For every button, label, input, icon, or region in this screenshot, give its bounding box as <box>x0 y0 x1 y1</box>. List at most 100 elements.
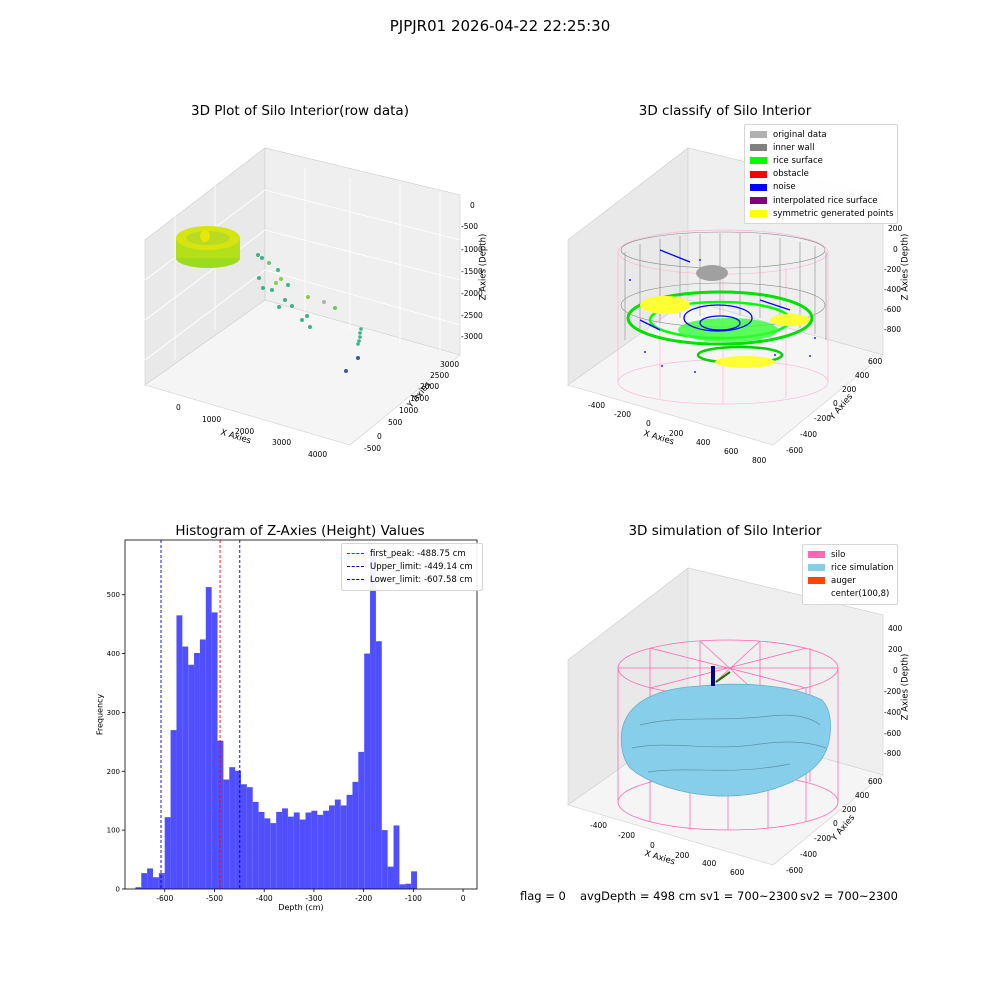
histogram-title: Histogram of Z-Axies (Height) Values <box>175 523 425 539</box>
histogram-bar <box>381 830 388 889</box>
simulation-rice-surface <box>620 683 831 797</box>
classify-xtick: -400 <box>588 401 606 410</box>
interpolated-swatch <box>750 197 767 205</box>
y-tick-label: 100 <box>107 827 120 835</box>
raw-scatter-points <box>256 253 363 373</box>
histogram-bar <box>364 653 371 889</box>
histogram-bar <box>282 808 288 889</box>
histogram-bar <box>334 799 341 889</box>
simulation-auger <box>711 666 731 686</box>
raw-ytick: 1000 <box>399 406 419 415</box>
status-sv2: sv2 = 700~2300 <box>800 889 898 903</box>
classify-ztick: 0 <box>893 245 898 254</box>
noise-swatch <box>750 183 767 191</box>
histogram-bar <box>217 740 224 889</box>
raw-xtick: 0 <box>176 403 181 412</box>
simulation-ztick: -200 <box>884 687 902 696</box>
simulation-ytick: 200 <box>842 805 857 814</box>
histogram-bar <box>176 615 183 889</box>
raw-ytick: 0 <box>377 432 382 441</box>
raw-ztick: 0 <box>470 201 475 210</box>
histogram-bar <box>387 866 394 889</box>
histogram-bar <box>346 794 353 889</box>
legend-label: Upper_limit: -449.14 cm <box>370 561 473 572</box>
raw-ztick: -2000 <box>461 289 483 298</box>
classify-ztick: -200 <box>884 265 902 274</box>
classify-ztick: -400 <box>884 285 902 294</box>
x-tick-label: -100 <box>405 894 422 903</box>
histogram-bar <box>411 871 417 889</box>
histogram-frame <box>124 539 478 890</box>
raw-xtick: 4000 <box>308 450 328 459</box>
simulation-xtick: 600 <box>730 868 745 877</box>
legend-label: obstacle <box>773 169 809 180</box>
legend-label: rice surface <box>773 155 823 166</box>
simulation-ztick: -800 <box>884 749 902 758</box>
classify-xtick: 200 <box>669 429 684 438</box>
histogram-bar <box>258 811 265 889</box>
original-data-swatch <box>750 131 767 139</box>
classify-xtick: 0 <box>646 419 651 428</box>
raw-xtick: 2000 <box>235 427 255 436</box>
raw-silo-ring <box>176 226 240 268</box>
legend-item-inner-wall: inner wall <box>750 141 892 154</box>
histogram-bar <box>370 553 376 889</box>
histogram-bar <box>240 784 247 889</box>
center-swatch <box>808 590 825 598</box>
classify-panel-title: 3D classify of Silo Interior <box>638 103 812 119</box>
histogram-bar <box>205 587 212 889</box>
histogram-reference-lines <box>160 540 241 889</box>
legend-item-obstacle: obstacle <box>750 168 892 181</box>
rice-surface-swatch <box>750 157 767 165</box>
simulation-ztick: -400 <box>884 708 902 717</box>
legend-label: inner wall <box>773 142 815 153</box>
legend-label: interpolated rice surface <box>773 195 878 206</box>
histogram-bar <box>199 639 206 889</box>
x-tick-label: -300 <box>305 894 322 903</box>
raw-ztick: -500 <box>461 222 479 231</box>
raw-ztick: -1500 <box>461 267 483 276</box>
upper-limit-line-swatch <box>347 566 364 568</box>
simulation-ytick: -400 <box>800 850 818 859</box>
y-tick-label: 200 <box>107 768 120 776</box>
classify-silo-wire <box>617 229 829 405</box>
histogram-bar <box>328 805 335 889</box>
status-avg-depth: avgDepth = 498 cm <box>580 889 697 903</box>
status-flag: flag = 0 <box>520 889 566 903</box>
legend-label: silo <box>831 549 846 560</box>
legend-item-rice-simulation: rice simulation <box>808 561 894 574</box>
histogram-bar <box>135 887 142 889</box>
classify-ytick: -400 <box>800 430 818 439</box>
histogram-bar <box>158 873 165 889</box>
histogram-bar <box>235 770 241 889</box>
simulation-xtick: 400 <box>702 859 717 868</box>
y-tick-label: 0 <box>116 886 120 894</box>
first-peak-line-swatch <box>347 553 364 555</box>
legend-label: symmetric generated points <box>773 208 894 219</box>
histogram-bar <box>152 877 159 889</box>
status-sv1: sv1 = 700~2300 <box>700 889 798 903</box>
raw-ytick: 1500 <box>410 394 430 403</box>
simulation-ztick: 200 <box>888 645 903 654</box>
raw-panel-title: 3D Plot of Silo Interior(row data) <box>191 103 409 119</box>
classify-ytick: 600 <box>868 357 883 366</box>
obstacle-swatch <box>750 170 767 178</box>
histogram-bar <box>340 805 347 889</box>
histogram-bar <box>287 816 294 889</box>
symmetric-swatch <box>750 210 767 218</box>
simulation-panel-title: 3D simulation of Silo Interior <box>628 523 822 539</box>
legend-item-noise: noise <box>750 181 892 194</box>
raw-xtick: 3000 <box>272 438 292 447</box>
legend-item-interpolated: interpolated rice surface <box>750 194 892 207</box>
histogram-bar <box>194 652 200 889</box>
histogram-bar <box>311 810 318 889</box>
classify-ztick: 200 <box>888 224 903 233</box>
simulation-ytick: -600 <box>786 866 804 875</box>
histogram-bar <box>317 814 324 889</box>
simulation-ytick: 0 <box>833 819 838 828</box>
simulation-ytick: 400 <box>855 791 870 800</box>
histogram-bar <box>170 730 177 889</box>
x-tick-label: -500 <box>206 894 223 903</box>
classify-xtick: 400 <box>696 438 711 447</box>
